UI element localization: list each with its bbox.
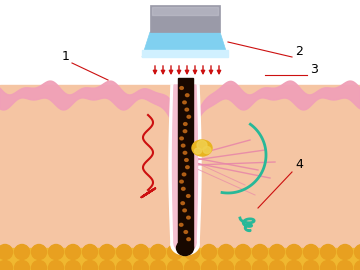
Circle shape <box>82 261 98 270</box>
Ellipse shape <box>186 195 190 197</box>
Circle shape <box>117 261 131 270</box>
Ellipse shape <box>187 216 190 219</box>
Circle shape <box>66 245 81 259</box>
Circle shape <box>338 261 352 270</box>
Text: 1: 1 <box>62 50 70 63</box>
Ellipse shape <box>180 137 183 140</box>
Polygon shape <box>150 5 220 32</box>
Ellipse shape <box>187 238 190 241</box>
Circle shape <box>185 261 199 270</box>
Ellipse shape <box>183 130 187 133</box>
Circle shape <box>134 245 149 259</box>
Circle shape <box>287 261 302 270</box>
Circle shape <box>338 245 352 259</box>
Circle shape <box>303 261 319 270</box>
Polygon shape <box>169 85 201 245</box>
Circle shape <box>117 245 131 259</box>
Circle shape <box>167 245 183 259</box>
Ellipse shape <box>180 180 183 183</box>
Circle shape <box>355 261 360 270</box>
Ellipse shape <box>187 115 190 118</box>
Ellipse shape <box>203 147 211 154</box>
Circle shape <box>99 245 114 259</box>
Circle shape <box>219 261 234 270</box>
Circle shape <box>66 261 81 270</box>
Polygon shape <box>142 50 228 57</box>
Circle shape <box>235 245 251 259</box>
Circle shape <box>252 261 267 270</box>
Circle shape <box>235 261 251 270</box>
Circle shape <box>82 245 98 259</box>
Ellipse shape <box>180 87 183 89</box>
Circle shape <box>49 261 63 270</box>
Ellipse shape <box>194 148 202 154</box>
Polygon shape <box>0 81 360 140</box>
Ellipse shape <box>186 166 189 168</box>
Circle shape <box>150 245 166 259</box>
Circle shape <box>49 245 63 259</box>
Circle shape <box>252 245 267 259</box>
Polygon shape <box>142 32 228 57</box>
Circle shape <box>320 245 336 259</box>
Ellipse shape <box>183 101 186 104</box>
Ellipse shape <box>181 202 184 205</box>
Ellipse shape <box>185 158 188 161</box>
Text: 3: 3 <box>310 63 318 76</box>
Circle shape <box>355 245 360 259</box>
Ellipse shape <box>197 140 207 150</box>
Polygon shape <box>172 85 198 243</box>
Ellipse shape <box>171 235 199 255</box>
Circle shape <box>0 245 13 259</box>
Circle shape <box>270 261 284 270</box>
Ellipse shape <box>184 231 188 233</box>
Circle shape <box>0 261 13 270</box>
Circle shape <box>134 261 149 270</box>
Ellipse shape <box>184 123 187 125</box>
Circle shape <box>320 261 336 270</box>
Circle shape <box>287 245 302 259</box>
Ellipse shape <box>174 234 196 252</box>
Circle shape <box>202 261 216 270</box>
Circle shape <box>219 245 234 259</box>
Circle shape <box>32 245 46 259</box>
Ellipse shape <box>185 94 189 97</box>
Circle shape <box>14 245 30 259</box>
Circle shape <box>99 261 114 270</box>
Ellipse shape <box>185 108 189 111</box>
Text: 2: 2 <box>295 45 303 58</box>
Circle shape <box>167 261 183 270</box>
Ellipse shape <box>183 209 186 212</box>
Circle shape <box>150 261 166 270</box>
Circle shape <box>14 261 30 270</box>
Circle shape <box>270 245 284 259</box>
Ellipse shape <box>176 241 194 255</box>
Ellipse shape <box>181 144 185 147</box>
Text: 4: 4 <box>295 158 303 171</box>
Circle shape <box>303 245 319 259</box>
Polygon shape <box>177 78 193 248</box>
Ellipse shape <box>179 223 183 226</box>
Ellipse shape <box>181 187 185 190</box>
Circle shape <box>202 245 216 259</box>
Ellipse shape <box>192 140 212 156</box>
Ellipse shape <box>183 151 187 154</box>
Circle shape <box>185 245 199 259</box>
Ellipse shape <box>182 173 186 176</box>
Circle shape <box>32 261 46 270</box>
